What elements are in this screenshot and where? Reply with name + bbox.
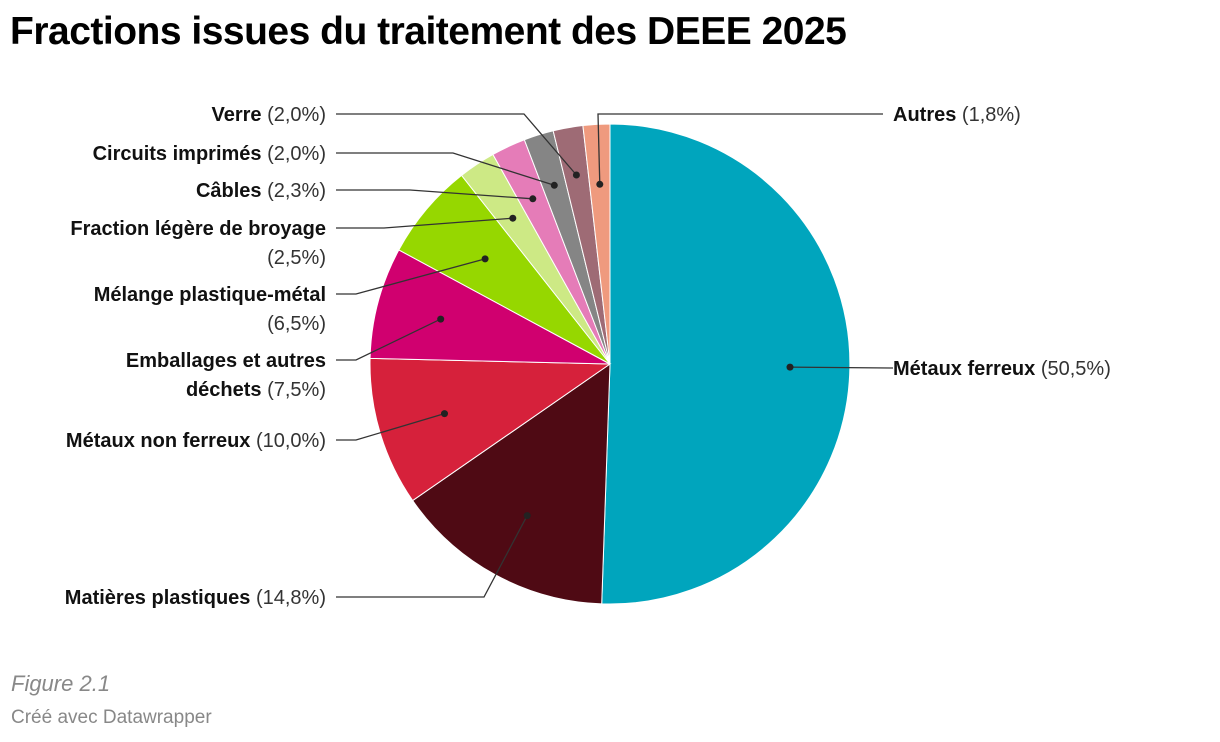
credit-line: Créé avec Datawrapper	[11, 707, 212, 728]
pie-slice-emballages-et-autres-dechets	[369, 249, 611, 365]
slice-label-fraction-legere-de-broyage: Fraction légère de broyage (2,5%)	[70, 218, 326, 269]
leader-line-metaux-non-ferreux	[336, 412, 445, 441]
slice-label-circuits-imprimes: Circuits imprimés (2,0%)	[93, 143, 326, 165]
leader-line-metaux-ferreux	[789, 366, 894, 369]
slice-label-metaux-ferreux: Métaux ferreux (50,5%)	[893, 358, 1111, 380]
leader-dot-metaux-non-ferreux	[441, 410, 448, 418]
slice-label-autres: Autres (1,8%)	[893, 104, 1021, 126]
leader-lines	[336, 113, 894, 598]
leader-dot-emballages-et-autres-dechets	[437, 315, 445, 323]
leader-line-cables	[336, 189, 533, 200]
leader-dot-matieres-plastiques	[523, 512, 531, 520]
slice-label-matieres-plastiques: Matières plastiques (14,8%)	[65, 587, 326, 609]
leader-line-melange-plastique-metal	[336, 258, 486, 295]
leader-line-circuits-imprimes	[336, 152, 555, 186]
leader-dot-melange-plastique-metal	[481, 255, 489, 263]
slice-label-verre: Verre (2,0%)	[211, 104, 326, 126]
leader-line-verre	[336, 113, 577, 176]
leader-dot-cables	[529, 195, 537, 203]
leader-dot-autres	[596, 180, 604, 188]
slice-label-cables: Câbles (2,3%)	[196, 180, 326, 202]
slice-labels: Métaux ferreux (50,5%) Matières plastique…	[65, 104, 1111, 609]
chart-title: Fractions issues du traitement des DEEE …	[10, 10, 847, 53]
leader-line-matieres-plastiques	[336, 515, 528, 598]
leader-dot-fraction-legere-de-broyage	[509, 214, 517, 222]
pie-slice-matieres-plastiques	[411, 363, 611, 605]
slice-label-emballages-et-autres-dechets: Emballages et autres déchets (7,5%)	[126, 350, 326, 401]
slice-label-melange-plastique-metal: Mélange plastique-métal (6,5%)	[94, 284, 326, 335]
figure-caption: Figure 2.1	[11, 671, 111, 696]
slice-label-metaux-non-ferreux: Métaux non ferreux (10,0%)	[66, 430, 326, 452]
leader-dot-verre	[572, 171, 580, 179]
leader-dot-metaux-ferreux	[786, 363, 794, 371]
leader-line-autres	[597, 113, 883, 185]
leader-dot-circuits-imprimes	[550, 181, 558, 189]
leader-line-fraction-legere-de-broyage	[336, 217, 513, 229]
pie-slice-metaux-ferreux	[601, 123, 851, 605]
leader-line-emballages-et-autres-dechets	[336, 318, 441, 361]
pie-slices	[369, 123, 851, 605]
